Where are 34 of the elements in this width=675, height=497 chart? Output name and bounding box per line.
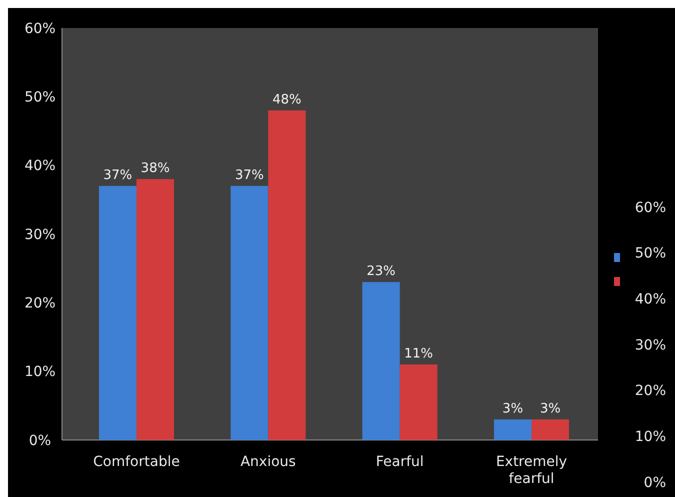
- bar: [400, 364, 438, 440]
- text: 37%: [234, 168, 264, 183]
- bar: [532, 419, 570, 440]
- y2-tick-label: 40%: [634, 292, 666, 308]
- y2-tick-label: 30%: [634, 337, 666, 354]
- bar: [268, 110, 306, 440]
- bar: [136, 179, 174, 440]
- y2-tick-label: 20%: [634, 383, 666, 400]
- text: 38%: [140, 161, 170, 176]
- bar: [98, 186, 136, 440]
- x-tick-label: Anxious: [240, 454, 296, 470]
- x-tick-label: Comfortable: [93, 454, 180, 470]
- y2-tick-label: 60%: [634, 200, 666, 216]
- y-tick-label: 20%: [24, 296, 56, 312]
- text: 37%: [103, 168, 132, 183]
- text: 48%: [272, 92, 302, 108]
- y-tick-label: 10%: [24, 364, 56, 380]
- y-tick-label: 40%: [24, 158, 56, 174]
- y-tick-label: 30%: [24, 226, 56, 243]
- text: 11%: [404, 346, 434, 362]
- y-tick-label: 0%: [28, 432, 52, 449]
- y2-tick-label: 10%: [634, 429, 666, 446]
- bar: [230, 186, 268, 440]
- y2-tick-label: 0%: [644, 474, 666, 491]
- y2-tick-label: 50%: [634, 246, 666, 262]
- bar: [494, 419, 532, 440]
- text: 3%: [502, 401, 524, 416]
- text: 3%: [540, 401, 561, 416]
- y-tick-label: 60%: [24, 20, 56, 37]
- bar: [362, 282, 400, 440]
- text: 23%: [366, 264, 396, 280]
- x-tick-label: Extremely fearful: [496, 454, 568, 487]
- x-tick-label: Fearful: [376, 454, 424, 470]
- y-tick-label: 50%: [24, 90, 56, 106]
